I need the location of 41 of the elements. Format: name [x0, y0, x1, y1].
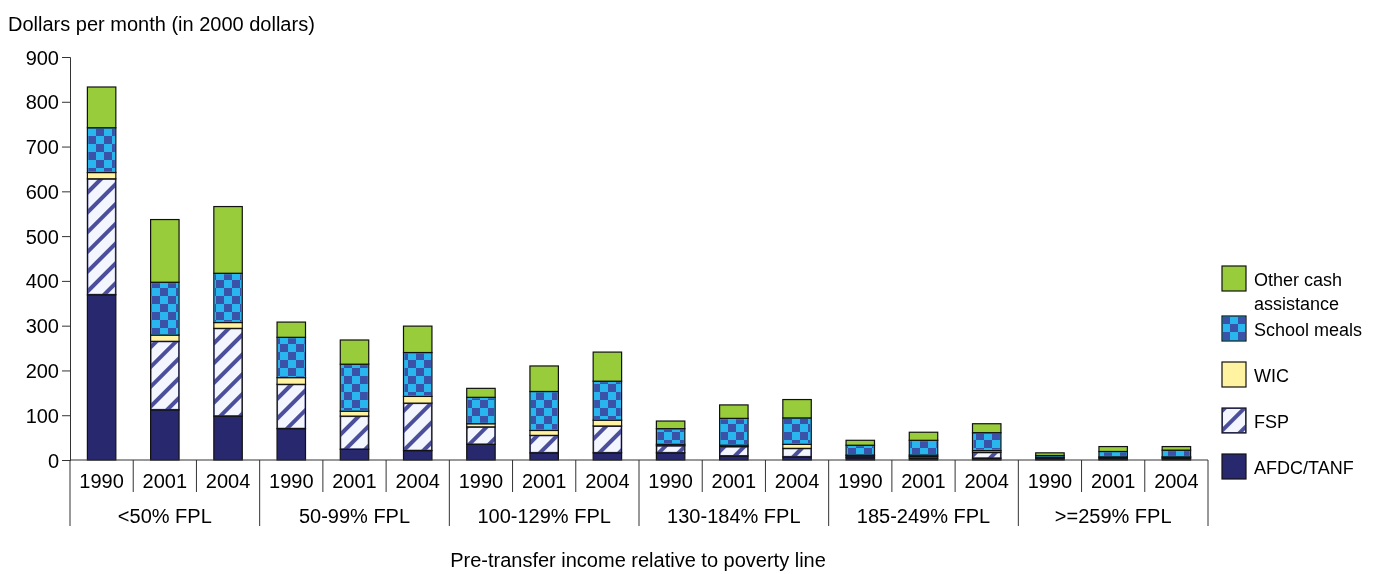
legend-label: AFDC/TANF — [1254, 458, 1354, 478]
x-tick-label: 2004 — [1154, 470, 1199, 492]
y-tick-label: 600 — [25, 180, 59, 203]
x-tick-label: 2004 — [964, 470, 1009, 492]
x-axis-title: Pre-transfer income relative to poverty line — [450, 549, 826, 571]
y-tick-label: 700 — [25, 136, 59, 159]
x-tick-label: 2001 — [1090, 470, 1136, 492]
x-tick-label: 1990 — [458, 470, 504, 492]
x-tick-label: 2004 — [395, 470, 440, 492]
x-tick-label: 2004 — [205, 470, 251, 492]
x-tick-label: 1990 — [269, 470, 314, 492]
x-tick-label: 2001 — [521, 470, 567, 492]
x-tick-label: 2001 — [901, 470, 946, 492]
text: 185-249% FPL — [856, 505, 991, 527]
x-tick-label: 2001 — [142, 470, 188, 492]
text: <50% FPL — [117, 505, 212, 527]
legend-label: Other cash assistance — [1254, 270, 1343, 314]
y-tick-label: 500 — [25, 225, 59, 248]
y-tick-label: 300 — [25, 315, 59, 338]
x-tick-label: 1990 — [1027, 470, 1073, 492]
text: 100-129% FPL — [477, 505, 611, 527]
y-tick-label: 900 — [25, 46, 59, 69]
x-tick-label: 2004 — [774, 470, 820, 492]
y-axis-title: Dollars per month (in 2000 dollars) — [8, 13, 315, 35]
legend-label: WIC — [1254, 366, 1289, 386]
y-tick-label: 100 — [25, 404, 59, 427]
y-tick-label: 400 — [25, 270, 59, 293]
text: >=259% FPL — [1054, 505, 1172, 527]
text: 50-99% FPL — [298, 505, 411, 527]
y-tick-label: 0 — [47, 449, 59, 472]
x-tick-label: 1990 — [838, 470, 883, 492]
text: 130-184% FPL — [667, 505, 801, 527]
x-tick-label: 1990 — [648, 470, 693, 492]
x-tick-label: 2004 — [585, 470, 630, 492]
y-tick-label: 800 — [25, 91, 59, 114]
x-tick-label: 2001 — [711, 470, 757, 492]
y-tick-label: 200 — [25, 359, 59, 382]
x-tick-label: 2001 — [332, 470, 377, 492]
x-tick-label: 1990 — [79, 470, 124, 492]
legend-label: FSP — [1254, 412, 1290, 432]
legend-label: School meals — [1254, 320, 1363, 340]
